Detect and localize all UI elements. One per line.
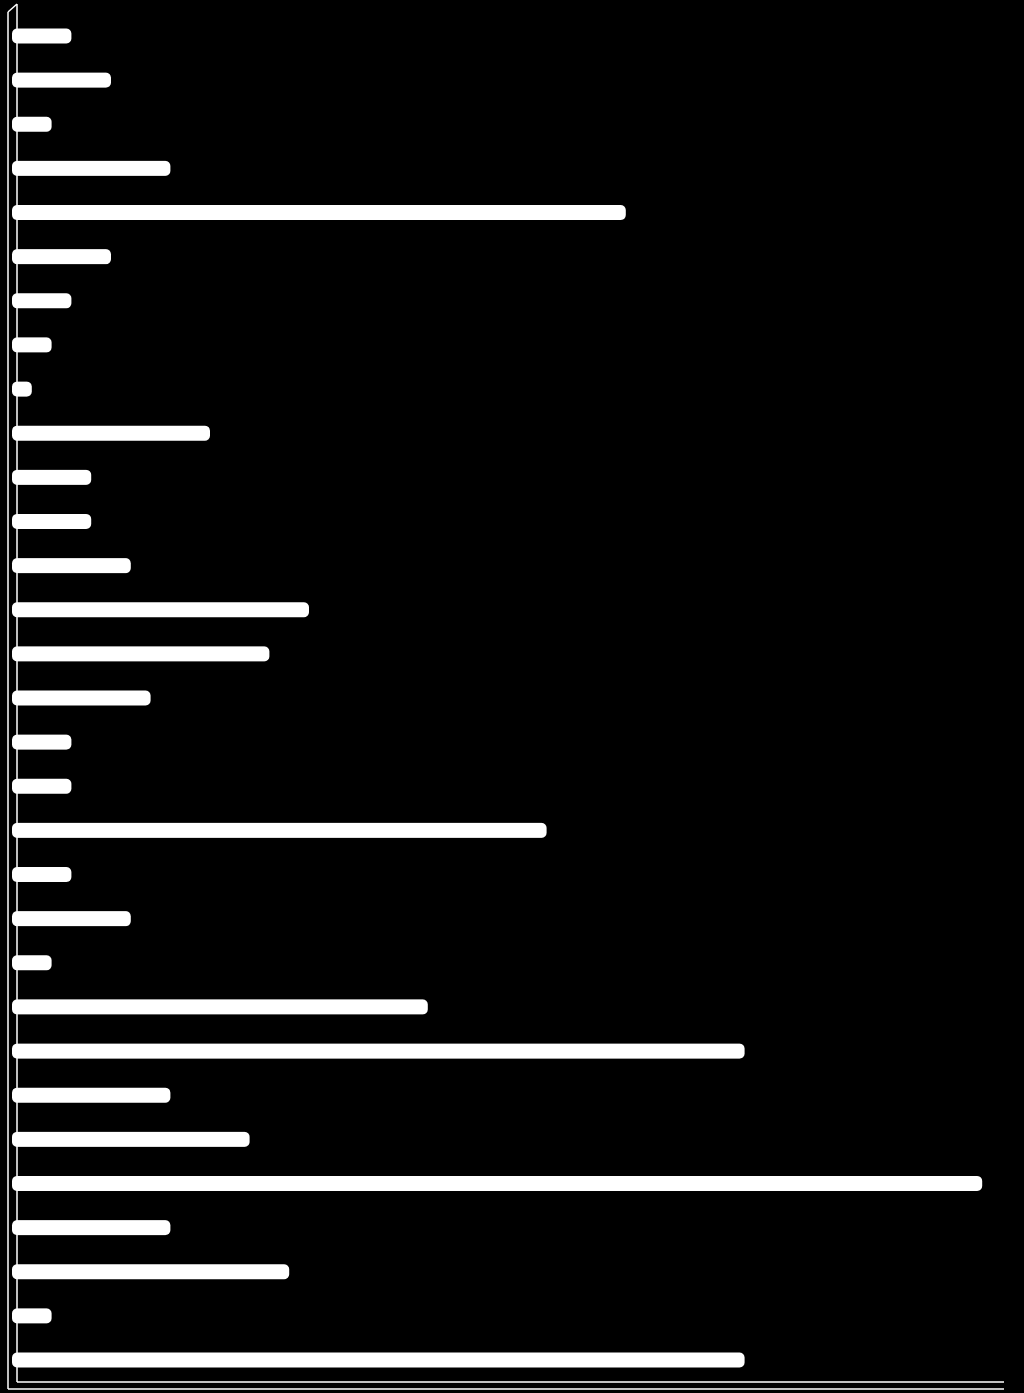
bar-7: [12, 293, 72, 309]
bar-18: [12, 778, 72, 794]
bar-12: [12, 513, 92, 529]
bar-16: [12, 690, 151, 706]
bar-23: [12, 999, 428, 1015]
bar-15: [12, 646, 270, 662]
bar-22: [12, 955, 52, 971]
bar-9: [12, 381, 32, 397]
bar-31: [12, 1352, 745, 1368]
bar-28: [12, 1220, 171, 1236]
bar-8: [12, 337, 52, 353]
bar-24: [12, 1043, 745, 1059]
bar-30: [12, 1308, 52, 1324]
bar-4: [12, 160, 171, 176]
bar-20: [12, 867, 72, 883]
y-axis-top-edge: [7, 3, 18, 13]
bar-27: [12, 1175, 983, 1191]
bar-26: [12, 1131, 250, 1147]
bar-29: [12, 1264, 290, 1280]
bar-25: [12, 1087, 171, 1103]
bar-19: [12, 822, 547, 838]
bar-14: [12, 602, 309, 618]
bar-3: [12, 116, 52, 132]
bar-1: [12, 28, 72, 44]
bar-2: [12, 72, 111, 88]
bar-11: [12, 469, 92, 485]
bar-17: [12, 734, 72, 750]
bars-group: [12, 28, 983, 1368]
bar-13: [12, 558, 131, 574]
bar-21: [12, 911, 131, 927]
bar-10: [12, 425, 210, 441]
bar-6: [12, 249, 111, 265]
bar-5: [12, 205, 626, 221]
